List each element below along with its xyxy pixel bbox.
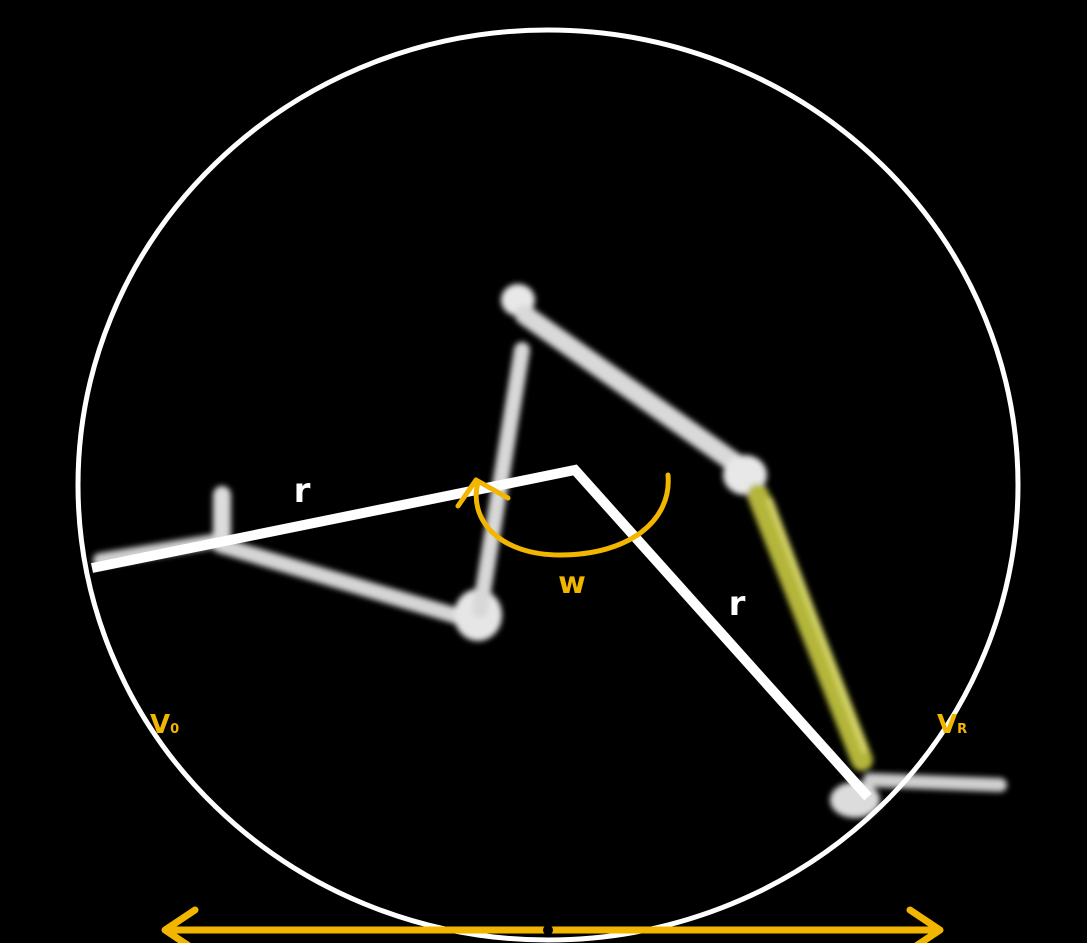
angular-arc [473,472,671,558]
wheel-circle [75,27,1021,943]
velocity-arrowhead-left [161,906,199,943]
radius-lines [91,464,872,801]
velocity-arrowhead-right [906,906,944,943]
left-velocity-label: V0 [150,710,179,740]
contact-point [543,925,553,935]
velocity-subscript: 0 [170,722,179,737]
right-velocity-label: VR [937,710,967,740]
radius-label-left: r [294,471,311,511]
radius-label-right: r [729,584,746,624]
fibula-front [767,497,868,753]
tibia-front [747,484,873,771]
skeleton [93,284,1007,818]
angular-velocity-label: w [558,566,586,601]
velocity-symbol: V [150,710,170,740]
femur-front [515,305,755,480]
velocity-symbol: V [937,710,957,740]
velocity-subscript: R [957,722,967,737]
tibia-back [212,537,478,628]
foot-front [863,773,1007,792]
angular-arrowhead [455,477,511,509]
